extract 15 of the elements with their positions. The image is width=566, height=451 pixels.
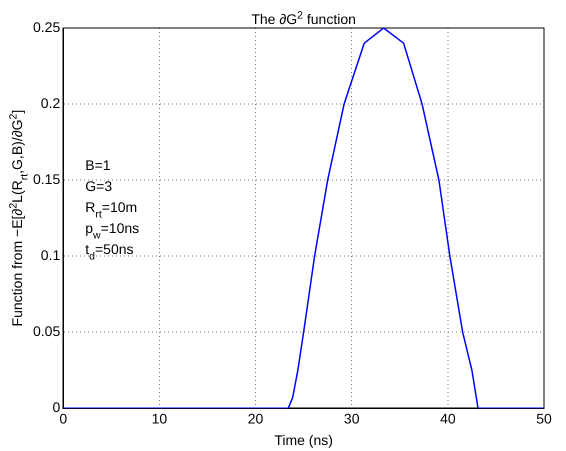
annotation: B=1 xyxy=(85,157,111,173)
x-tick-label: 20 xyxy=(248,410,264,426)
x-tick-label: 40 xyxy=(440,410,456,426)
y-tick-label: 0.1 xyxy=(40,246,60,263)
x-tick-label: 30 xyxy=(344,410,360,426)
annotation: G=3 xyxy=(85,178,112,194)
y-tick-label: 0.15 xyxy=(33,170,60,187)
y-tick-label: 0.2 xyxy=(40,94,60,111)
x-tick-label: 50 xyxy=(536,410,552,426)
y-tick-label: 0.05 xyxy=(33,323,60,340)
y-axis-title: Function from −E[∂2L(Rrt,G,B)/∂G2] xyxy=(7,110,31,326)
y-tick-label: 0 xyxy=(52,399,60,416)
x-axis-title: Time (ns) xyxy=(274,432,333,448)
x-tick-label: 10 xyxy=(152,410,168,426)
y-tick-label: 0.25 xyxy=(33,18,60,35)
